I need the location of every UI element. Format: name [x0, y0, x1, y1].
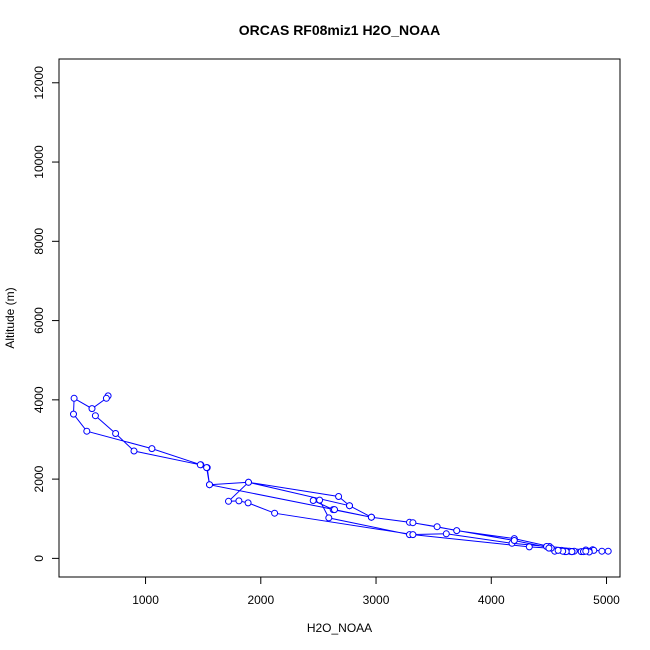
data-point — [112, 430, 120, 437]
chart-title: ORCAS RF08miz1 H2O_NOAA — [239, 22, 441, 38]
data-point — [510, 537, 518, 544]
data-point — [331, 506, 338, 514]
data-point — [130, 447, 138, 455]
data-point — [554, 546, 562, 554]
data-point — [335, 493, 343, 500]
y-tick-label: 10000 — [32, 145, 46, 179]
data-point — [598, 547, 606, 555]
data-point — [91, 412, 99, 420]
x-tick-label: 2000 — [247, 593, 274, 607]
series-line — [72, 395, 609, 553]
y-tick-label: 2000 — [32, 465, 46, 492]
x-tick-label: 1000 — [132, 593, 159, 607]
x-tick-label: 4000 — [478, 593, 505, 607]
data-point — [525, 543, 533, 551]
data-point — [309, 497, 317, 504]
data-point — [245, 478, 252, 486]
data-point — [433, 523, 441, 531]
data-points — [70, 392, 612, 556]
data-point — [316, 496, 324, 504]
data-point — [102, 394, 110, 402]
data-point — [244, 499, 252, 507]
data-point — [225, 497, 232, 505]
plot-frame — [58, 58, 621, 578]
y-tick-label: 12000 — [32, 66, 46, 100]
data-point — [70, 394, 78, 402]
data-point — [442, 530, 450, 538]
data-point — [70, 410, 77, 418]
data-point — [604, 547, 612, 555]
y-tick-label: 8000 — [32, 228, 46, 255]
data-point — [409, 531, 417, 539]
data-point — [568, 548, 576, 556]
data-point — [83, 427, 91, 435]
data-point — [453, 527, 461, 535]
data-point — [545, 544, 553, 552]
y-tick-label: 6000 — [32, 307, 46, 334]
data-point — [148, 445, 156, 453]
y-tick-label: 4000 — [32, 386, 46, 413]
data-point — [582, 547, 590, 555]
data-point — [206, 481, 213, 489]
data-point — [88, 405, 96, 413]
y-axis: 0 2000 4000 6000 8000 10000 12000 — [32, 66, 59, 562]
y-axis-label: Altitude (m) — [3, 287, 17, 348]
x-axis: 1000 2000 3000 4000 5000 — [132, 577, 620, 607]
data-point — [346, 502, 353, 510]
data-point — [409, 519, 417, 527]
data-point — [235, 497, 243, 505]
x-tick-label: 3000 — [363, 593, 390, 607]
data-point — [196, 461, 204, 469]
data-point — [203, 464, 211, 472]
x-tick-label: 5000 — [593, 593, 620, 607]
data-point — [271, 509, 279, 517]
x-axis-label: H2O_NOAA — [307, 621, 372, 635]
data-point — [325, 514, 333, 522]
y-tick-label: 0 — [32, 555, 46, 562]
data-point — [367, 513, 375, 521]
